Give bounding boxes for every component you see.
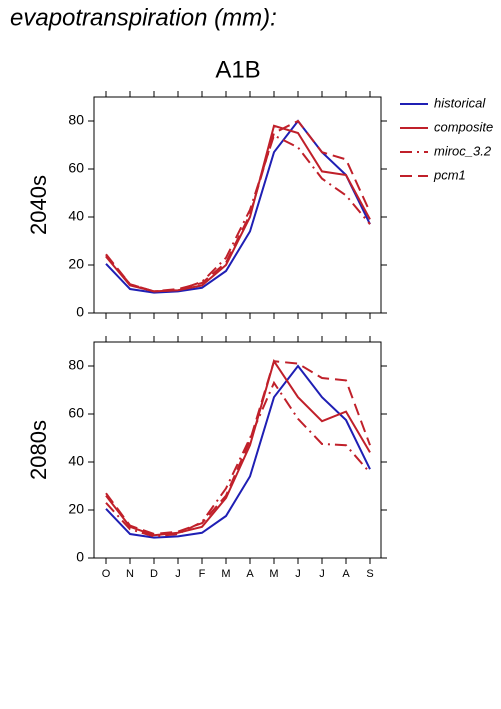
x-tick-label: M — [269, 568, 278, 580]
y-tick-label: 0 — [76, 304, 84, 320]
data-line — [105, 124, 371, 293]
x-tick-label: M — [221, 568, 230, 580]
chart-title: evapotranspiration (mm): — [10, 4, 277, 31]
legend-label: pcm1 — [433, 167, 466, 182]
x-tick-label: N — [126, 568, 134, 580]
y-tick-label: 40 — [68, 208, 84, 224]
data-line — [105, 133, 371, 293]
chart-subtitle: A1B — [215, 56, 260, 83]
data-line — [105, 358, 371, 537]
y-tick-label: 60 — [68, 405, 84, 421]
data-line — [105, 119, 371, 293]
data-line — [105, 380, 371, 538]
x-tick-label: J — [175, 568, 181, 580]
y-tick-label: 0 — [76, 549, 84, 565]
y-tick-label: 20 — [68, 256, 84, 272]
y-tick-label: 40 — [68, 453, 84, 469]
x-tick-label: J — [319, 568, 325, 580]
plot-frame — [93, 96, 382, 314]
plot-frame — [93, 341, 382, 559]
x-tick-label: S — [366, 568, 373, 580]
y-tick-label: 80 — [68, 357, 84, 373]
y-tick-label: 80 — [68, 112, 84, 128]
y-axis-label: 2080s — [26, 420, 51, 480]
y-axis-label: 2040s — [26, 175, 51, 235]
x-tick-label: F — [199, 568, 206, 580]
data-line — [105, 364, 371, 539]
data-line — [105, 360, 371, 536]
legend-label: historical — [434, 95, 486, 110]
x-tick-label: J — [295, 568, 301, 580]
legend-label: composite — [434, 119, 493, 134]
legend-label: miroc_3.2 — [434, 143, 492, 158]
x-tick-label: A — [246, 568, 254, 580]
x-tick-label: D — [150, 568, 158, 580]
y-tick-label: 20 — [68, 501, 84, 517]
data-line — [105, 119, 371, 294]
x-tick-label: O — [102, 568, 111, 580]
x-tick-label: A — [342, 568, 350, 580]
y-tick-label: 60 — [68, 160, 84, 176]
